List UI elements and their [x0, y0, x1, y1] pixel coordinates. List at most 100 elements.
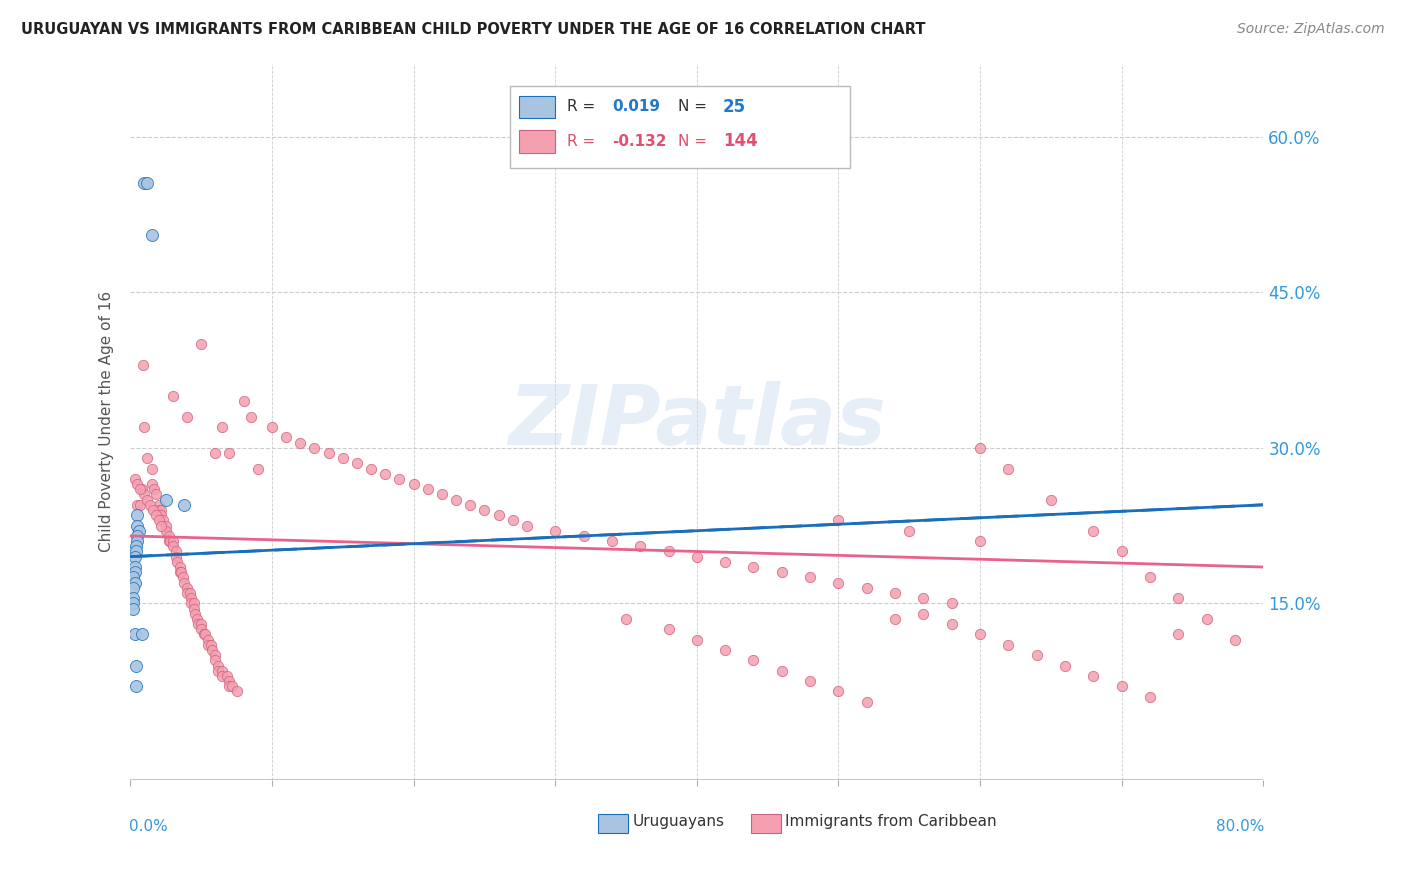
Point — [125, 544, 148, 558]
FancyBboxPatch shape — [519, 130, 555, 153]
Point — [544, 524, 567, 538]
Point — [884, 612, 907, 626]
Point — [1025, 648, 1047, 663]
Point — [128, 524, 150, 538]
Text: 0.0%: 0.0% — [129, 819, 167, 834]
Point — [150, 508, 173, 523]
Point — [142, 503, 165, 517]
Point — [193, 627, 215, 641]
Point — [1039, 492, 1062, 507]
Point — [176, 586, 198, 600]
Point — [162, 534, 184, 549]
Point — [742, 653, 765, 667]
Point — [150, 518, 173, 533]
Point — [332, 451, 354, 466]
Point — [232, 394, 254, 409]
Point — [742, 560, 765, 574]
Point — [162, 389, 184, 403]
Point — [136, 451, 159, 466]
Point — [173, 575, 195, 590]
Point — [997, 638, 1019, 652]
Point — [855, 695, 877, 709]
Point — [884, 586, 907, 600]
Text: 25: 25 — [723, 98, 747, 116]
Point — [176, 581, 198, 595]
Point — [657, 622, 679, 636]
Point — [218, 446, 240, 460]
Point — [124, 575, 146, 590]
Point — [132, 358, 155, 372]
FancyBboxPatch shape — [519, 95, 555, 119]
Point — [430, 487, 453, 501]
Point — [136, 177, 159, 191]
Point — [1054, 658, 1077, 673]
Point — [136, 492, 159, 507]
Point — [124, 560, 146, 574]
Point — [190, 622, 212, 636]
Point — [318, 446, 340, 460]
Point — [855, 581, 877, 595]
Point — [190, 337, 212, 351]
Point — [176, 409, 198, 424]
Point — [444, 492, 467, 507]
Point — [170, 565, 193, 579]
Point — [125, 539, 148, 553]
Point — [997, 461, 1019, 475]
Point — [969, 627, 991, 641]
Point — [346, 456, 368, 470]
Point — [274, 430, 297, 444]
Point — [125, 679, 148, 693]
Point — [416, 482, 439, 496]
Point — [912, 607, 935, 621]
Point — [770, 664, 793, 678]
Point — [388, 472, 411, 486]
Text: N =: N = — [678, 134, 711, 149]
FancyBboxPatch shape — [599, 814, 627, 832]
Point — [502, 513, 524, 527]
Point — [134, 487, 156, 501]
Point — [770, 565, 793, 579]
Point — [197, 632, 219, 647]
Point — [124, 627, 146, 641]
Point — [124, 472, 146, 486]
Point — [218, 679, 240, 693]
Point — [187, 617, 209, 632]
Text: ZIPatlas: ZIPatlas — [508, 382, 886, 462]
Text: R =: R = — [567, 100, 600, 114]
Point — [127, 498, 149, 512]
Point — [200, 638, 222, 652]
Point — [941, 617, 963, 632]
Point — [458, 498, 481, 512]
Point — [1139, 570, 1161, 584]
Point — [122, 601, 145, 615]
Point — [239, 409, 262, 424]
Point — [157, 529, 180, 543]
Point — [152, 513, 174, 527]
Point — [129, 498, 152, 512]
Point — [125, 658, 148, 673]
Point — [207, 664, 229, 678]
Point — [1167, 627, 1189, 641]
Point — [127, 529, 149, 543]
Point — [912, 591, 935, 606]
Point — [131, 627, 153, 641]
Point — [165, 544, 187, 558]
Point — [186, 612, 208, 626]
Point — [304, 441, 326, 455]
Point — [211, 664, 233, 678]
Point — [169, 565, 191, 579]
Point — [180, 591, 202, 606]
Point — [402, 477, 425, 491]
Point — [260, 420, 283, 434]
Text: URUGUAYAN VS IMMIGRANTS FROM CARIBBEAN CHILD POVERTY UNDER THE AGE OF 16 CORRELA: URUGUAYAN VS IMMIGRANTS FROM CARIBBEAN C… — [21, 22, 925, 37]
Point — [657, 544, 679, 558]
Point — [145, 487, 167, 501]
Point — [374, 467, 396, 481]
Point — [172, 570, 194, 584]
Text: Immigrants from Caribbean: Immigrants from Caribbean — [785, 814, 997, 829]
Point — [127, 477, 149, 491]
Point — [207, 658, 229, 673]
Point — [169, 560, 191, 574]
Point — [714, 555, 737, 569]
Point — [148, 498, 170, 512]
